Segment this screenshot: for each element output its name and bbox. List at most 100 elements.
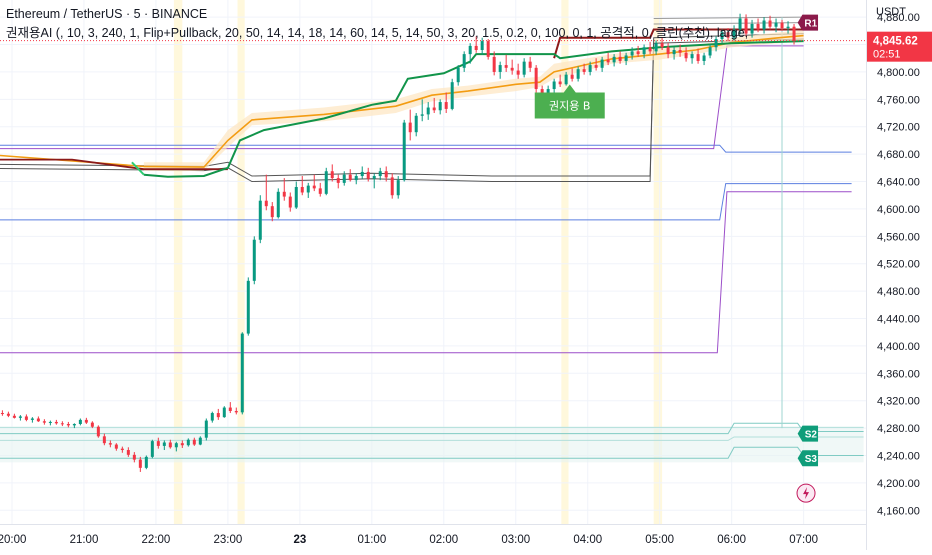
candle — [468, 45, 472, 55]
candle — [276, 191, 280, 218]
candle — [690, 54, 694, 59]
candle — [720, 32, 724, 40]
candle — [324, 171, 328, 194]
candle — [306, 185, 310, 193]
candle — [282, 191, 286, 197]
candle — [654, 43, 658, 52]
candle — [480, 41, 484, 51]
s3-tag-box[interactable] — [797, 450, 819, 467]
lightning-glyph — [803, 487, 810, 500]
signal-label-box[interactable] — [534, 84, 605, 119]
candle — [684, 52, 688, 59]
candle — [222, 407, 226, 418]
y-tick-label: 4,600.00 — [877, 204, 920, 216]
candle — [732, 29, 736, 38]
candle — [792, 26, 796, 41]
candle — [90, 422, 94, 427]
candle — [552, 81, 556, 90]
last-price-label: 4,845.62 — [873, 36, 918, 48]
y-tick-label: 4,720.00 — [877, 122, 920, 134]
support-line-lower — [0, 436, 864, 441]
candle — [216, 413, 220, 418]
candle — [420, 114, 424, 116]
candle — [312, 185, 316, 189]
candle — [666, 47, 670, 55]
candle — [372, 176, 376, 179]
candle — [252, 239, 256, 281]
r1-tag-box[interactable] — [797, 14, 819, 31]
level-line-blue-upper — [0, 144, 852, 153]
candle — [504, 65, 508, 68]
s3-tag-label: S3 — [805, 454, 818, 465]
x-tick-label: 23 — [293, 534, 306, 546]
candle — [726, 32, 730, 38]
candle — [474, 45, 478, 51]
candle — [648, 47, 652, 52]
candle — [780, 22, 784, 29]
trend-cloud — [143, 30, 804, 172]
candle — [270, 206, 274, 218]
candle — [492, 56, 496, 72]
candle — [258, 200, 262, 240]
candle — [330, 171, 334, 179]
red-resistance-line-left — [0, 158, 228, 171]
candle — [696, 54, 700, 61]
candle — [168, 442, 172, 448]
candle — [378, 171, 382, 177]
candle — [756, 23, 760, 30]
orange-trend-line — [0, 34, 804, 168]
indicator-legend[interactable]: 권재용AI (, 10, 3, 240, 1, Flip+Pullback, 2… — [6, 26, 749, 40]
candle — [672, 50, 676, 55]
candle — [510, 67, 514, 71]
x-tick-label: 04:00 — [573, 534, 602, 546]
x-tick-label: 01:00 — [357, 534, 386, 546]
candle — [636, 51, 640, 55]
y-tick-label: 4,880.00 — [877, 12, 920, 24]
candle — [438, 102, 442, 111]
s2-tag-box[interactable] — [797, 425, 819, 442]
y-tick-label: 4,760.00 — [877, 94, 920, 106]
candle — [180, 443, 184, 446]
candle — [564, 74, 568, 85]
price-axis-separator — [866, 0, 867, 550]
y-tick-label: 4,320.00 — [877, 396, 920, 408]
candle — [444, 102, 448, 109]
candle — [768, 20, 772, 27]
y-tick-label: 4,280.00 — [877, 423, 920, 435]
candle — [402, 122, 406, 181]
green-supertrend-start — [131, 161, 145, 176]
candle — [186, 439, 190, 446]
candle — [462, 54, 466, 68]
grey-trend-line-3 — [653, 22, 804, 25]
candle — [570, 74, 574, 79]
y-tick-label: 4,240.00 — [877, 451, 920, 463]
candle — [156, 441, 160, 446]
candle — [150, 441, 154, 457]
symbol-title[interactable]: Ethereum / TetherUS · 5 · BINANCE — [6, 7, 208, 21]
level-line-purple-upper — [0, 45, 804, 150]
currency-unit-label[interactable]: USDT — [876, 6, 906, 18]
candle — [414, 115, 418, 133]
candle — [432, 107, 436, 111]
candle — [762, 20, 766, 30]
candle — [42, 421, 46, 423]
candle — [114, 444, 118, 449]
candle — [528, 61, 532, 68]
candle — [366, 171, 370, 179]
candle — [84, 419, 88, 423]
last-price-badge — [867, 31, 932, 62]
candle — [162, 442, 166, 446]
candle — [486, 41, 490, 57]
y-tick-label: 4,800.00 — [877, 67, 920, 79]
candle — [624, 55, 628, 61]
candle — [102, 436, 106, 444]
candle — [714, 39, 718, 48]
candle — [522, 61, 526, 75]
x-tick-label: 20:00 — [0, 534, 26, 546]
y-tick-label: 4,160.00 — [877, 505, 920, 517]
red-resistance-line-right — [553, 28, 804, 59]
candle — [240, 333, 244, 413]
candle — [294, 186, 298, 208]
